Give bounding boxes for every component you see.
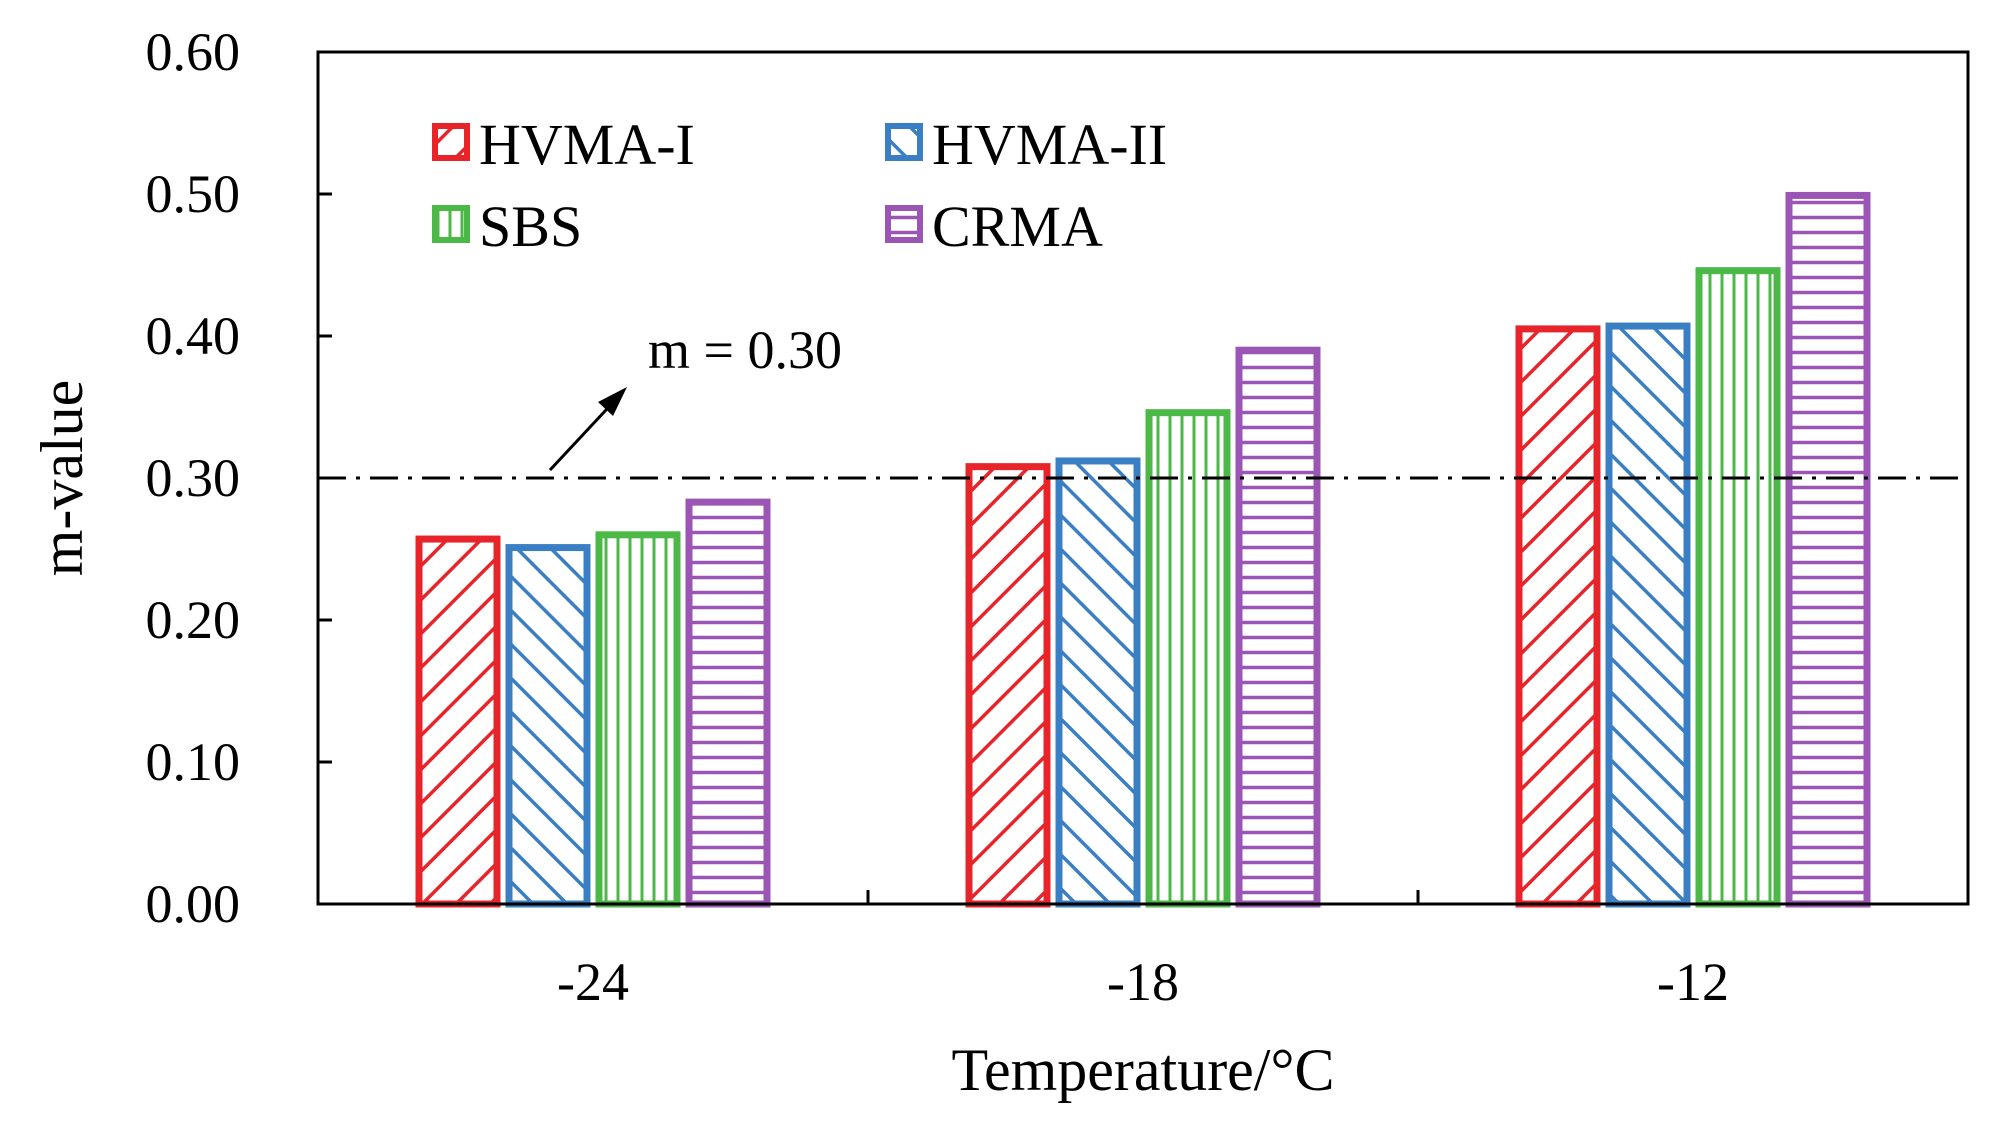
legend-label-sbs: SBS — [479, 194, 582, 259]
bar-hvma-i--24 — [415, 535, 501, 908]
x-tick-label: -12 — [1657, 952, 1729, 1012]
bar-hvma-i--18 — [965, 463, 1051, 908]
y-tick-label: 0.60 — [146, 22, 241, 82]
bar-sbs--24 — [595, 531, 681, 908]
bar-crma--18 — [1235, 346, 1321, 908]
legend-swatch-sbs — [432, 205, 470, 243]
x-axis: -24 -18 -12 — [557, 890, 1729, 1012]
bar-hvma-ii--18 — [1055, 457, 1141, 908]
bar-crma--24 — [685, 498, 771, 908]
legend-swatch-hvma-i — [432, 123, 470, 161]
y-axis-title: m-value — [29, 380, 95, 577]
y-axis: 0.00 0.10 0.20 0.30 0.40 0.50 0.60 — [146, 22, 332, 934]
bar-hvma-i--12 — [1515, 325, 1601, 908]
bar-sbs--18 — [1145, 409, 1231, 908]
bars-layer — [415, 191, 1871, 908]
x-axis-title: Temperature/°C — [952, 1037, 1335, 1103]
x-tick-label: -18 — [1107, 952, 1179, 1012]
y-tick-label: 0.20 — [146, 590, 241, 650]
y-tick-label: 0.50 — [146, 164, 241, 224]
bar-sbs--12 — [1695, 267, 1781, 908]
y-tick-label: 0.10 — [146, 732, 241, 792]
legend-swatch-hvma-ii — [885, 123, 923, 161]
legend-label-hvma-i: HVMA-I — [479, 112, 695, 177]
reference-line-label: m = 0.30 — [648, 320, 842, 380]
legend: HVMA-I HVMA-II SBS CRMA — [432, 112, 1167, 259]
reference-arrow — [548, 387, 627, 472]
bar-hvma-ii--24 — [505, 544, 591, 908]
legend-label-hvma-ii: HVMA-II — [932, 112, 1167, 177]
y-tick-label: 0.40 — [146, 306, 241, 366]
bar-crma--12 — [1785, 191, 1871, 908]
bar-hvma-ii--12 — [1605, 322, 1691, 908]
y-tick-label: 0.30 — [146, 448, 241, 508]
x-tick-label: -24 — [557, 952, 629, 1012]
legend-swatch-crma — [885, 205, 923, 243]
legend-label-crma: CRMA — [932, 194, 1103, 259]
y-tick-label: 0.00 — [146, 874, 241, 934]
